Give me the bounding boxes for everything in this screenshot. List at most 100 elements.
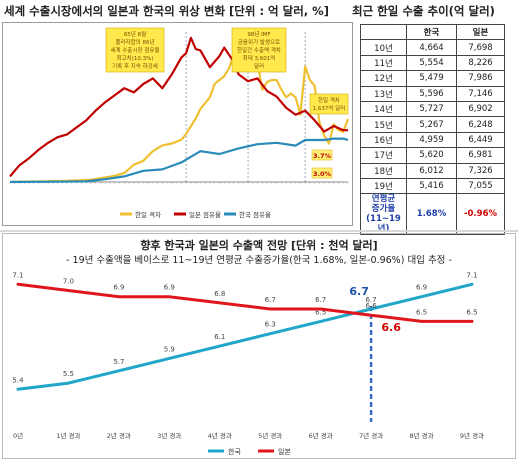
japan-share-label: 3.7% bbox=[313, 152, 332, 160]
year-cell: 17년 bbox=[360, 147, 407, 164]
japan-share-series-line bbox=[9, 36, 348, 178]
x-tick-label: 2년 경과 bbox=[107, 431, 131, 440]
japan-cell: 7,986 bbox=[456, 70, 505, 87]
table-header-row: 한국 일본 bbox=[360, 23, 505, 41]
avg-label-line1: 연평균 bbox=[371, 194, 396, 205]
data-label: 7.1 bbox=[12, 271, 23, 279]
callout-imf-line: 금융위기 발생으로 bbox=[238, 38, 280, 46]
data-label: 6.3 bbox=[265, 321, 276, 329]
header-japan-cell: 일본 bbox=[456, 23, 505, 41]
data-label: 5.4 bbox=[12, 376, 24, 384]
legend-label: 한일 격차 bbox=[135, 210, 161, 219]
korea-cell: 5,416 bbox=[406, 177, 457, 195]
data-label: 6.8 bbox=[214, 290, 225, 298]
japan-share-label-box bbox=[311, 149, 333, 161]
year-cell: 19년 bbox=[360, 177, 407, 195]
avg-growth-korea: 1.68% bbox=[406, 193, 457, 236]
korea-share-label-box bbox=[311, 167, 333, 179]
callout-gap-line: 1,637억 달러 bbox=[313, 104, 346, 112]
table-row: 14년 5,727 6,902 bbox=[360, 100, 505, 118]
cross-label-japan: 6.6 bbox=[381, 321, 401, 334]
chart-frame bbox=[2, 22, 353, 226]
korea-cell: 4,664 bbox=[406, 39, 457, 56]
callout-plaza-box bbox=[105, 27, 165, 73]
x-tick-label: 1년 경과 bbox=[56, 431, 80, 440]
japan-cell: 7,055 bbox=[456, 177, 505, 195]
x-tick-label: 4년 경과 bbox=[208, 431, 232, 440]
bottom-chart-subtitle: - 19년 수출액을 베이스로 11~19년 연평균 수출증가율(한국 1.68… bbox=[66, 255, 452, 266]
japan-cell: 8,226 bbox=[456, 54, 505, 72]
data-label: 5.9 bbox=[164, 345, 175, 353]
callout-plaza-line: 플라자합의 86년 bbox=[115, 38, 154, 46]
callout-imf-line: 98년 IMF bbox=[247, 30, 270, 38]
korea-series-line bbox=[16, 282, 474, 391]
data-label: 6.1 bbox=[214, 333, 225, 341]
top-chart-title: 세계 수출시장에서의 일본과 한국의 위상 변화 [단위 : 억 달러, %] bbox=[4, 4, 329, 18]
table-row: 15년 5,267 6,248 bbox=[360, 116, 505, 133]
year-cell: 15년 bbox=[360, 116, 407, 133]
korea-cell: 4,959 bbox=[406, 131, 457, 149]
year-cell: 18년 bbox=[360, 162, 407, 179]
x-tick-label: 0년 bbox=[13, 431, 23, 440]
korea-cell: 5,479 bbox=[406, 70, 457, 87]
callout-gap-line: 한일 격차 bbox=[318, 96, 340, 104]
callout-plaza-line: 65년 8월 bbox=[124, 30, 146, 38]
table-row: 19년 5,416 7,055 bbox=[360, 177, 505, 195]
legend-label: 한국 bbox=[228, 448, 241, 456]
avg-growth-label: 연평균 증가율 (11~19년) bbox=[360, 193, 407, 236]
x-tick-label: 3년 경과 bbox=[157, 431, 181, 440]
korea-cell: 5,727 bbox=[406, 100, 457, 118]
japan-cell: 6,248 bbox=[456, 116, 505, 133]
avg-growth-japan: -0.96% bbox=[456, 193, 505, 236]
avg-growth-row: 연평균 증가율 (11~19년) 1.68% -0.96% bbox=[360, 193, 505, 236]
header-korea-cell: 한국 bbox=[406, 23, 457, 41]
table-row: 12년 5,479 7,986 bbox=[360, 70, 505, 87]
avg-label-line3: (11~19년) bbox=[366, 214, 401, 234]
data-label: 6.9 bbox=[164, 284, 175, 292]
japan-cell: 6,981 bbox=[456, 147, 505, 164]
japan-cell: 7,326 bbox=[456, 162, 505, 179]
data-label: 5.7 bbox=[113, 358, 124, 366]
table-row: 13년 5,596 7,146 bbox=[360, 85, 505, 102]
callout-plaza-line: 최고치(10.3%) bbox=[117, 54, 154, 62]
korea-share-label: 3.0% bbox=[313, 170, 332, 178]
callout-imf-line: 최대 3,601억 bbox=[243, 54, 276, 62]
bottom-chart-frame bbox=[2, 233, 516, 459]
data-label: 6.9 bbox=[113, 284, 124, 292]
table-row: 10년 4,664 7,698 bbox=[360, 39, 505, 56]
korea-cell: 5,620 bbox=[406, 147, 457, 164]
legend-label: 한국 점유율 bbox=[239, 211, 271, 219]
data-label: 6.5 bbox=[315, 308, 326, 316]
legend-label: 일본 bbox=[278, 447, 291, 456]
data-label: 6.9 bbox=[416, 284, 427, 292]
data-label: 7.1 bbox=[466, 271, 477, 279]
legend-label: 일본 점유율 bbox=[189, 210, 221, 219]
header-year-cell bbox=[360, 23, 407, 41]
callout-imf-box bbox=[231, 27, 287, 73]
x-tick-label: 6년 경과 bbox=[309, 431, 333, 440]
year-cell: 10년 bbox=[360, 39, 407, 56]
table-title: 최근 한일 수출 추이(억 달러) bbox=[352, 4, 495, 18]
japan-cell: 7,146 bbox=[456, 85, 505, 102]
korea-cell: 6,012 bbox=[406, 162, 457, 179]
year-cell: 11년 bbox=[360, 54, 407, 72]
callout-plaza-line: 기록 후 지속 하강세 bbox=[112, 62, 158, 70]
korea-cell: 5,554 bbox=[406, 54, 457, 72]
data-label: 6.7 bbox=[265, 296, 276, 304]
japan-cell: 6,449 bbox=[456, 131, 505, 149]
bottom-chart-title: 향후 한국과 일본의 수출액 전망 [단위 : 천억 달러] bbox=[140, 239, 378, 252]
cross-label-korea: 6.7 bbox=[349, 285, 369, 298]
x-tick-label: 9년 경과 bbox=[460, 431, 484, 440]
year-cell: 12년 bbox=[360, 70, 407, 87]
projection-chart: 5.4 5.5 5.7 5.9 6.1 6.3 6.5 6.7 6.9 7.1 7.1 7.0 6.9 6… bbox=[12, 271, 484, 456]
japan-series-line bbox=[16, 282, 474, 323]
korea-cell: 5,596 bbox=[406, 85, 457, 102]
x-tick-label: 8년 경과 bbox=[409, 431, 433, 440]
table-row: 18년 6,012 7,326 bbox=[360, 162, 505, 179]
year-cell: 16년 bbox=[360, 131, 407, 149]
data-label: 6.6 bbox=[366, 302, 378, 310]
callout-imf-line: 한일간 수출액 격차 bbox=[237, 46, 281, 54]
x-tick-label: 7년 경과 bbox=[359, 431, 383, 440]
callout-gap-box bbox=[309, 93, 349, 115]
